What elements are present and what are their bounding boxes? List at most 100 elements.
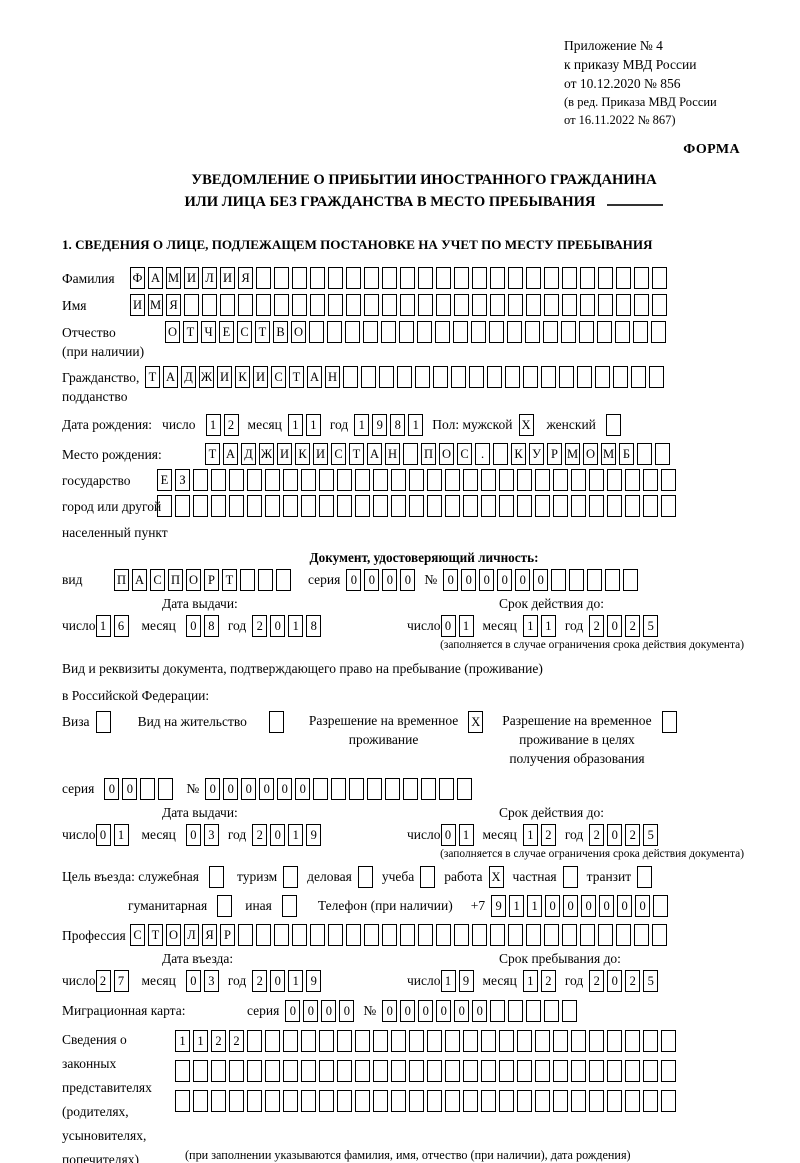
char-cell[interactable]: [309, 321, 324, 343]
char-cell[interactable]: 1: [287, 414, 303, 436]
char-cell[interactable]: [598, 294, 613, 316]
char-cell[interactable]: [415, 366, 430, 388]
char-cell[interactable]: 0: [346, 569, 362, 591]
char-cell[interactable]: И: [313, 443, 328, 465]
char-cell[interactable]: [247, 1060, 262, 1082]
char-cell[interactable]: [265, 1060, 280, 1082]
char-cell[interactable]: Ч: [201, 321, 216, 343]
char-cell[interactable]: 1: [527, 895, 543, 917]
char-cell[interactable]: [355, 1030, 370, 1052]
char-cell[interactable]: 2: [589, 824, 605, 846]
char-cell[interactable]: [409, 1090, 424, 1112]
char-cell[interactable]: [472, 294, 487, 316]
char-cell[interactable]: [427, 469, 442, 491]
char-cell[interactable]: [175, 495, 190, 517]
char-cell[interactable]: [562, 267, 577, 289]
char-cell[interactable]: Л: [184, 924, 199, 946]
char-cell[interactable]: 0: [581, 895, 597, 917]
char-cell[interactable]: [615, 321, 630, 343]
char-cell[interactable]: [274, 294, 289, 316]
stay-place-blank[interactable]: [607, 194, 664, 206]
char-cell[interactable]: [391, 1060, 406, 1082]
char-cell[interactable]: [445, 1090, 460, 1112]
char-cell[interactable]: [367, 778, 383, 800]
char-cell[interactable]: О: [439, 443, 454, 465]
char-cell[interactable]: [463, 469, 478, 491]
char-cell[interactable]: 0: [270, 824, 286, 846]
char-cell[interactable]: [580, 924, 595, 946]
char-cell[interactable]: [258, 569, 273, 591]
char-cell[interactable]: [445, 495, 460, 517]
char-cell[interactable]: [292, 924, 307, 946]
char-cell[interactable]: [637, 443, 652, 465]
char-cell[interactable]: [397, 366, 412, 388]
char-cell[interactable]: [355, 469, 370, 491]
char-cell[interactable]: 0: [241, 778, 257, 800]
char-cell[interactable]: 0: [95, 824, 111, 846]
char-cell[interactable]: Д: [241, 443, 256, 465]
char-cell[interactable]: [364, 924, 379, 946]
char-cell[interactable]: Я: [202, 924, 217, 946]
char-cell[interactable]: Н: [385, 443, 400, 465]
char-cell[interactable]: [439, 778, 455, 800]
char-cell[interactable]: И: [217, 366, 232, 388]
char-cell[interactable]: С: [130, 924, 145, 946]
char-cell[interactable]: [381, 321, 396, 343]
char-cell[interactable]: 1: [540, 615, 556, 637]
char-cell[interactable]: [580, 294, 595, 316]
char-cell[interactable]: [327, 321, 342, 343]
char-cell[interactable]: [463, 1060, 478, 1082]
char-cell[interactable]: [427, 495, 442, 517]
char-cell[interactable]: 2: [540, 970, 556, 992]
char-cell[interactable]: [493, 443, 508, 465]
char-cell[interactable]: [463, 495, 478, 517]
char-cell[interactable]: О: [165, 321, 180, 343]
char-cell[interactable]: [551, 569, 567, 591]
char-cell[interactable]: [508, 294, 523, 316]
char-cell[interactable]: [319, 495, 334, 517]
char-cell[interactable]: [605, 414, 621, 436]
char-cell[interactable]: [562, 1000, 578, 1022]
char-cell[interactable]: 1: [354, 414, 370, 436]
char-cell[interactable]: Е: [219, 321, 234, 343]
char-cell[interactable]: [589, 1090, 604, 1112]
char-cell[interactable]: [571, 469, 586, 491]
char-cell[interactable]: [651, 321, 666, 343]
char-cell[interactable]: [623, 569, 639, 591]
char-cell[interactable]: 0: [364, 569, 380, 591]
char-cell[interactable]: [652, 267, 667, 289]
char-cell[interactable]: 9: [372, 414, 388, 436]
char-cell[interactable]: [445, 1030, 460, 1052]
char-cell[interactable]: И: [277, 443, 292, 465]
char-cell[interactable]: [526, 924, 541, 946]
char-cell[interactable]: [561, 321, 576, 343]
char-cell[interactable]: [238, 294, 253, 316]
char-cell[interactable]: [489, 321, 504, 343]
char-cell[interactable]: [643, 495, 658, 517]
char-cell[interactable]: [265, 469, 280, 491]
char-cell[interactable]: Т: [349, 443, 364, 465]
char-cell[interactable]: [283, 1030, 298, 1052]
char-cell[interactable]: [211, 1090, 226, 1112]
char-cell[interactable]: [373, 495, 388, 517]
char-cell[interactable]: [471, 321, 486, 343]
char-cell[interactable]: [418, 267, 433, 289]
char-cell[interactable]: [436, 924, 451, 946]
char-cell[interactable]: [616, 924, 631, 946]
char-cell[interactable]: 5: [643, 970, 659, 992]
char-cell[interactable]: [598, 924, 613, 946]
char-cell[interactable]: [661, 1090, 676, 1112]
char-cell[interactable]: [283, 469, 298, 491]
char-cell[interactable]: 2: [589, 615, 605, 637]
char-cell[interactable]: [220, 294, 235, 316]
char-cell[interactable]: Т: [205, 443, 220, 465]
char-cell[interactable]: [607, 1030, 622, 1052]
char-cell[interactable]: [247, 1030, 262, 1052]
char-cell[interactable]: [364, 294, 379, 316]
char-cell[interactable]: [363, 321, 378, 343]
char-cell[interactable]: О: [186, 569, 201, 591]
char-cell[interactable]: [391, 1090, 406, 1112]
char-cell[interactable]: [597, 321, 612, 343]
char-cell[interactable]: [490, 924, 505, 946]
char-cell[interactable]: Т: [145, 366, 160, 388]
